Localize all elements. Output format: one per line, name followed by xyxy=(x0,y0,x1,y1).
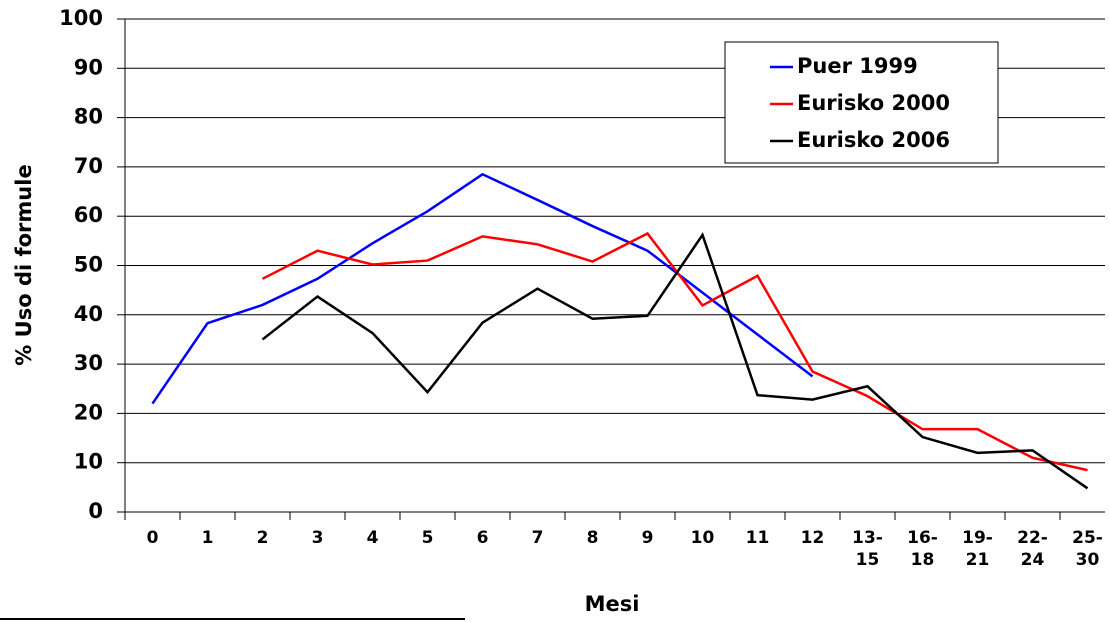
x-tick-label: 4 xyxy=(366,528,379,548)
x-tick-label: 6 xyxy=(476,528,489,548)
y-tick-label: 100 xyxy=(59,6,103,30)
legend-label: Puer 1999 xyxy=(797,54,918,78)
x-tick-label: 0 xyxy=(146,528,159,548)
x-tick-label: 1 xyxy=(201,528,214,548)
x-tick-label: 8 xyxy=(586,528,599,548)
y-tick-label: 80 xyxy=(74,105,103,129)
y-tick-label: 30 xyxy=(74,351,103,375)
legend-box xyxy=(724,41,999,164)
x-tick-label: 9 xyxy=(641,528,654,548)
legend-label: Eurisko 2000 xyxy=(797,91,950,115)
x-tick-label: 7 xyxy=(531,528,544,548)
x-tick-label: 22- 24 xyxy=(1017,528,1048,570)
y-tick-label: 40 xyxy=(74,302,103,326)
y-tick-label: 50 xyxy=(74,253,103,277)
y-axis-label: % Uso di formule xyxy=(12,164,36,365)
x-tick-label: 16- 18 xyxy=(907,528,938,570)
y-tick-label: 0 xyxy=(88,499,103,523)
series-line xyxy=(261,232,1089,490)
x-tick-label: 19- 21 xyxy=(962,528,993,570)
x-tick-label: 3 xyxy=(311,528,324,548)
x-tick-label: 12 xyxy=(800,528,825,548)
x-tick-label: 10 xyxy=(690,528,715,548)
series-line xyxy=(261,231,1088,472)
y-tick-label: 10 xyxy=(74,450,103,474)
y-tick-label: 20 xyxy=(74,400,103,424)
y-tick-label: 90 xyxy=(74,55,103,79)
y-tick-label: 70 xyxy=(74,154,103,178)
x-tick-label: 13- 15 xyxy=(852,528,883,570)
legend-label: Eurisko 2006 xyxy=(797,128,950,152)
x-tick-label: 11 xyxy=(745,528,770,548)
series-line xyxy=(151,172,814,405)
x-tick-label: 5 xyxy=(421,528,434,548)
x-tick-label: 25- 30 xyxy=(1072,528,1103,570)
x-tick-label: 2 xyxy=(256,528,269,548)
x-axis-label: Mesi xyxy=(585,592,640,616)
y-tick-label: 60 xyxy=(74,203,103,227)
